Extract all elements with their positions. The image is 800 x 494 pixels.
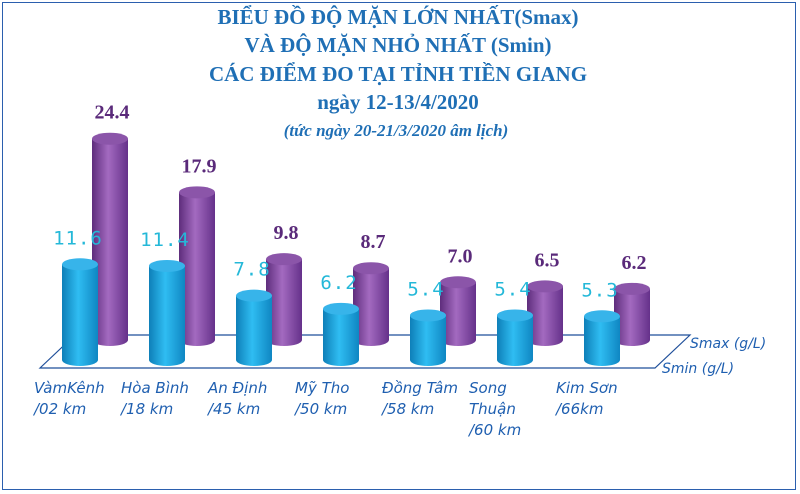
legend-smin: Smin (g/L) — [662, 361, 734, 377]
category-label: /50 km — [293, 400, 347, 418]
bar-smin — [149, 259, 185, 366]
data-label-smin: 5.3 — [581, 279, 618, 301]
data-label-smin: 11.4 — [140, 229, 190, 251]
bar-smin — [236, 289, 272, 366]
data-label-smax: 8.7 — [361, 231, 386, 253]
category-label: Kim Sơn — [556, 379, 618, 397]
data-label-smax: 17.9 — [182, 155, 217, 177]
data-label-smin: 5.4 — [407, 278, 444, 300]
data-label-smin: 5.4 — [494, 278, 531, 300]
bar-smax — [353, 262, 389, 346]
value-labels-group: 24.411.617.911.4 9.87.88.76.27.05.46.55.4… — [53, 102, 646, 302]
bar-smax — [266, 253, 302, 346]
chart-title-line-2: VÀ ĐỘ MẶN NHỎ NHẤT (Smin) — [244, 33, 551, 57]
bar-smin — [410, 309, 446, 366]
bar-smax — [92, 132, 128, 346]
category-label: Song — [469, 379, 507, 397]
bar-smin — [584, 310, 620, 366]
chart-title-line-4: ngày 12-13/4/2020 — [317, 90, 479, 114]
category-label: Đồng Tâm — [382, 379, 458, 397]
data-label-smax: 9.8 — [274, 222, 299, 244]
category-label: /58 km — [380, 400, 434, 418]
bar-smax — [179, 186, 215, 346]
category-label: /45 km — [206, 400, 260, 418]
category-label: Hòa Bình — [121, 379, 189, 397]
chart-title-line-1: BIỂU ĐỒ ĐỘ MẶN LỚN NHẤT(Smax) — [217, 5, 578, 29]
category-label: VàmKênh — [34, 379, 105, 397]
category-label: Thuận — [469, 400, 516, 418]
bar-smax — [614, 282, 650, 346]
bar-smax — [527, 280, 563, 346]
bar-smin — [323, 302, 359, 366]
bar-smin — [497, 309, 533, 366]
data-label-smin: 6.2 — [320, 272, 357, 294]
category-labels-group: VàmKênh/02 km Hòa Bình/18 km An Định/45 km… — [32, 379, 618, 439]
data-label-smin: 11.6 — [53, 227, 103, 249]
category-label: Mỹ Tho — [295, 379, 349, 397]
category-label: An Định — [207, 379, 267, 397]
data-label-smax: 6.5 — [535, 249, 560, 271]
data-label-smin: 7.8 — [233, 259, 270, 281]
legend-smax: Smax (g/L) — [690, 336, 766, 352]
category-label: /18 km — [119, 400, 173, 418]
data-label-smax: 7.0 — [448, 245, 473, 267]
data-label-smax: 6.2 — [622, 252, 647, 274]
category-label: /60 km — [467, 421, 521, 439]
bar-smax — [440, 276, 476, 346]
category-label: /02 km — [32, 400, 86, 418]
bars-group — [62, 132, 650, 366]
chart-subtitle: (tức ngày 20-21/3/2020 âm lịch) — [284, 121, 509, 140]
category-label: /66km — [554, 400, 603, 418]
data-label-smax: 24.4 — [95, 102, 130, 124]
chart-title-line-3: CÁC ĐIỂM ĐO TẠI TỈNH TIỀN GIANG — [209, 62, 587, 86]
bar-smin — [62, 258, 98, 366]
